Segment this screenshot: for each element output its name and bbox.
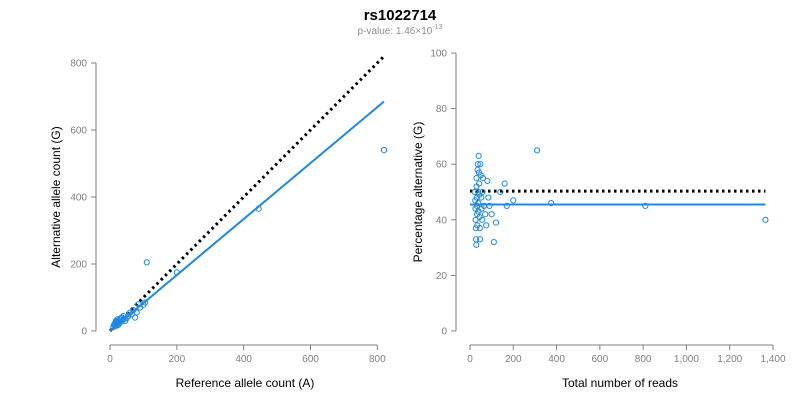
subtitle-text: p-value: 1.46×10 <box>358 26 433 37</box>
subtitle-exponent: -13 <box>432 24 442 31</box>
data-point <box>474 161 481 168</box>
data-point <box>642 202 649 209</box>
data-point <box>133 309 140 316</box>
data-point <box>255 205 262 212</box>
y-tick-label: 800 <box>70 59 87 70</box>
x-tick-label: 200 <box>505 354 522 365</box>
data-point <box>476 236 484 243</box>
y-tick-label: 60 <box>436 160 448 171</box>
data-point <box>141 299 149 306</box>
data-point <box>503 202 510 209</box>
data-point <box>173 269 180 276</box>
data-point <box>501 180 508 187</box>
chart-title: rs1022714 <box>364 7 437 24</box>
data-point <box>479 216 486 223</box>
y-tick-label: 100 <box>430 49 447 60</box>
data-point <box>471 188 478 196</box>
y-tick-label: 600 <box>70 126 87 137</box>
data-point <box>483 222 490 229</box>
chart-subtitle: p-value: 1.46×10-13 <box>358 24 443 37</box>
x-tick-label: 1,400 <box>760 354 785 365</box>
data-point <box>125 312 132 320</box>
y-tick-label: 400 <box>70 193 87 204</box>
data-point <box>131 314 139 321</box>
data-point <box>510 197 517 204</box>
data-point <box>497 188 504 196</box>
data-point <box>478 194 485 201</box>
y-tick-label: 80 <box>436 104 448 115</box>
data-point <box>475 200 482 207</box>
data-point <box>479 188 486 196</box>
percentage-plot: Total number of reads Percentage alterna… <box>411 49 786 391</box>
data-point <box>143 259 150 266</box>
y-tick-label: 0 <box>441 327 447 338</box>
reference-line <box>108 55 386 333</box>
x-tick-label: 0 <box>467 354 473 365</box>
data-point <box>548 200 555 207</box>
data-point <box>488 211 495 218</box>
data-point <box>482 211 489 218</box>
x-tick-label: 600 <box>592 354 609 365</box>
fit-line <box>109 100 385 332</box>
y-axis-label: Alternative allele count (G) <box>49 126 63 267</box>
data-point <box>484 177 491 184</box>
data-point <box>492 219 500 226</box>
x-axis-label: Reference allele count (A) <box>176 376 315 390</box>
data-point <box>490 238 497 246</box>
x-tick-label: 400 <box>235 354 252 365</box>
data-point <box>485 194 492 201</box>
x-tick-label: 800 <box>369 354 386 365</box>
x-tick-label: 1,200 <box>717 354 742 365</box>
data-point <box>762 216 769 223</box>
allele-count-plot: Reference allele count (A) Alternative a… <box>49 55 388 390</box>
x-tick-label: 600 <box>302 354 319 365</box>
y-tick-label: 200 <box>70 260 87 271</box>
y-axis-label: Percentage alternative (G) <box>411 122 425 263</box>
x-tick-label: 800 <box>635 354 652 365</box>
data-point <box>477 161 484 168</box>
y-tick-label: 0 <box>81 327 87 338</box>
data-point <box>475 180 483 187</box>
y-tick-label: 20 <box>436 271 448 282</box>
x-tick-label: 200 <box>168 354 185 365</box>
data-point <box>533 147 541 154</box>
data-point <box>475 152 482 159</box>
data-point <box>473 241 480 248</box>
x-tick-label: 400 <box>548 354 565 365</box>
x-tick-label: 0 <box>107 354 113 365</box>
data-point <box>479 175 487 182</box>
data-point <box>476 225 483 232</box>
y-tick-label: 40 <box>436 215 448 226</box>
data-point <box>380 147 388 154</box>
x-tick-label: 1,000 <box>674 354 699 365</box>
x-axis-label: Total number of reads <box>562 376 678 390</box>
data-point <box>486 202 493 209</box>
data-point <box>473 175 480 182</box>
